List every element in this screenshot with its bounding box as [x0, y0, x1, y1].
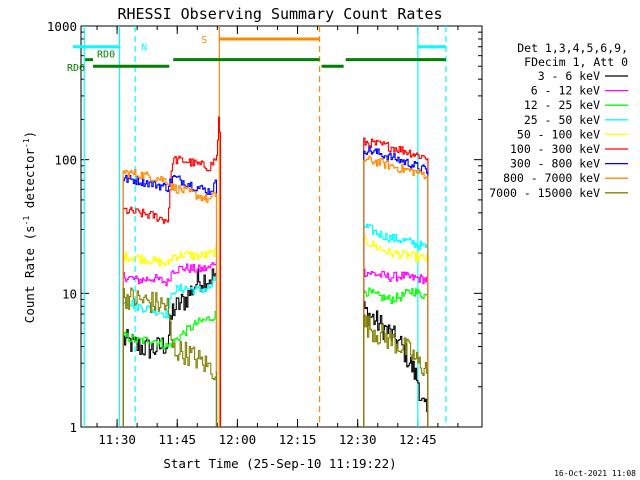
y-tick-label: 1000: [47, 19, 77, 34]
y-label-part: detector: [22, 148, 37, 216]
flag-label-s: S: [201, 35, 207, 46]
x-tick-label: 11:30: [98, 432, 136, 447]
legend-header-1: Det 1,3,4,5,6,9,: [517, 41, 628, 55]
series-line: [363, 268, 429, 427]
legend-item-label: 300 - 800 keV: [510, 157, 600, 171]
x-axis: 11:30 11:45 12:00 12:15 12:30 12:45: [96, 26, 459, 447]
x-axis-label: Start Time (25-Sep-10 11:19:22): [163, 456, 396, 471]
y-label-sup: -1: [22, 216, 31, 226]
legend-header-2: FDecim 1, Att 0: [524, 55, 628, 69]
series-line: [122, 277, 218, 427]
series-line: [363, 287, 429, 427]
plot-area: [80, 25, 483, 428]
x-tick-label: 12:45: [399, 432, 437, 447]
y-axis: 1 10 100 1000: [47, 19, 482, 435]
legend-item-label: 12 - 25 keV: [524, 98, 600, 112]
series-line: [122, 169, 218, 427]
series-line: [363, 223, 429, 427]
series-lines: [122, 116, 429, 427]
y-axis-label: Count Rate (s-1 detector-1): [22, 131, 37, 323]
y-tick-label: 1: [69, 420, 77, 435]
series-line: [122, 311, 218, 427]
y-tick-label: 100: [54, 153, 77, 168]
legend-item-label: 100 - 300 keV: [510, 142, 600, 156]
x-tick-label: 11:45: [158, 432, 196, 447]
flag-label-n: N: [141, 43, 147, 54]
y-label-part: ): [22, 131, 37, 139]
legend-item-label: 3 - 6 keV: [538, 69, 600, 83]
timestamp: 16-Oct-2021 11:08: [554, 469, 636, 478]
legend-item-label: 7000 - 15000 keV: [489, 186, 600, 200]
legend: Det 1,3,4,5,6,9, FDecim 1, Att 0 3 - 6 k…: [489, 41, 628, 200]
x-tick-label: 12:30: [339, 432, 377, 447]
y-tick-label: 10: [62, 286, 77, 301]
chart-title: RHESSI Observing Summary Count Rates: [117, 5, 442, 23]
x-tick-label: 12:00: [219, 432, 257, 447]
series-line: [363, 314, 429, 427]
flag-label-rd6: RD6: [67, 63, 85, 74]
plot-frame: [80, 25, 483, 428]
series-line: [363, 137, 429, 427]
flag-label-rd0: RD0: [97, 50, 115, 61]
series-line: [122, 246, 218, 427]
series-line: [363, 155, 429, 427]
legend-item-label: 800 - 7000 keV: [503, 171, 600, 185]
legend-item-label: 25 - 50 keV: [524, 113, 600, 127]
series-line: [363, 234, 429, 427]
y-label-sup: -1: [22, 138, 31, 148]
series-line: [122, 259, 218, 427]
flag-lines: N S RD0 RD6: [67, 26, 447, 427]
series-line: [363, 146, 429, 427]
series-line: [122, 116, 222, 427]
series-line: [122, 287, 218, 427]
y-label-part: Count Rate (s: [22, 225, 37, 323]
x-tick-label: 12:15: [279, 432, 317, 447]
legend-item-label: 6 - 12 keV: [531, 84, 600, 98]
legend-item-label: 50 - 100 keV: [517, 127, 600, 141]
